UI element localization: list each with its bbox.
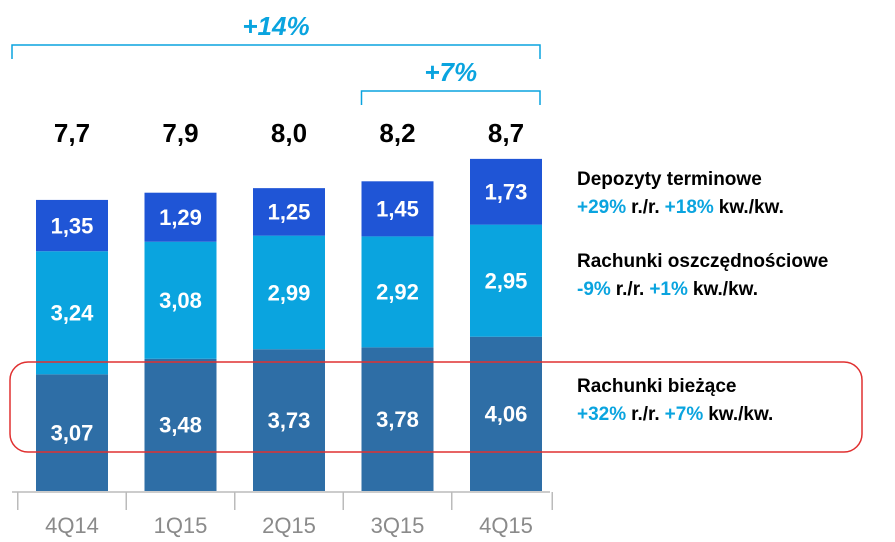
annotation-label: +14% [242, 11, 309, 41]
bar-segment [144, 241, 217, 359]
legend-change: +32% r./r. +7% kw./kw. [577, 404, 773, 425]
bar-segment [253, 188, 325, 236]
legend-change: +29% r./r. +18% kw./kw. [577, 197, 784, 218]
bar-segment [36, 251, 108, 375]
legend-name: Rachunki bieżące [577, 376, 736, 397]
change-yoy: +32% [577, 404, 626, 425]
segment-label: 1,73 [485, 180, 528, 205]
bar-segment [470, 224, 542, 337]
segment-label: 3,48 [159, 413, 202, 438]
bar-segment [144, 358, 217, 491]
segment-label: 2,99 [268, 280, 311, 305]
x-tick-label: 4Q14 [45, 513, 99, 538]
segment-label: 3,73 [268, 408, 311, 433]
bar-segment [36, 374, 108, 491]
bar-segment [253, 349, 325, 491]
segment-label: 1,29 [159, 205, 202, 230]
annotation-label: +7% [424, 57, 477, 87]
change-yoy: +29% [577, 197, 626, 218]
total-label: 8,7 [488, 118, 524, 148]
legend-name: Depozyty terminowe [577, 169, 762, 190]
annotation-bracket [360, 90, 541, 105]
change-qoq: +7% [665, 404, 704, 425]
segment-label: 2,95 [485, 268, 528, 293]
segment-label: 1,45 [376, 197, 419, 222]
change-yoy: -9% [577, 279, 611, 300]
bar-segment [253, 235, 325, 350]
bar-segment [144, 192, 217, 242]
period-label: r./r. [631, 197, 660, 218]
segment-label: 3,07 [51, 420, 94, 445]
period-label: kw./kw. [708, 404, 773, 425]
bar-segment [361, 347, 434, 491]
period-label: kw./kw. [693, 279, 758, 300]
legend-change: -9% r./r. +1% kw./kw. [577, 279, 758, 300]
change-qoq: +18% [665, 197, 714, 218]
period-label: r./r. [616, 279, 645, 300]
total-label: 8,0 [271, 118, 307, 148]
total-label: 7,9 [162, 118, 198, 148]
segment-label: 1,25 [268, 200, 311, 225]
highlight-box [9, 361, 863, 453]
segment-label: 3,78 [376, 407, 419, 432]
segment-label: 3,08 [159, 288, 202, 313]
segment-label: 4,06 [485, 402, 528, 427]
bar-segment [361, 181, 434, 237]
segment-label: 3,24 [51, 301, 95, 326]
change-qoq: +1% [649, 279, 688, 300]
bar-segment [470, 158, 542, 225]
annotation-bracket [11, 44, 541, 59]
segment-label: 1,35 [51, 213, 94, 238]
total-label: 7,7 [54, 118, 90, 148]
segment-label: 2,92 [376, 280, 419, 305]
period-label: r./r. [631, 404, 660, 425]
x-tick-label: 4Q15 [479, 513, 533, 538]
period-label: kw./kw. [719, 197, 784, 218]
x-tick-label: 2Q15 [262, 513, 316, 538]
bar-segment [36, 199, 108, 252]
total-label: 8,2 [379, 118, 415, 148]
x-tick-label: 3Q15 [371, 513, 425, 538]
legend-name: Rachunki oszczędnościowe [577, 251, 828, 272]
x-tick-label: 1Q15 [154, 513, 208, 538]
bar-segment [361, 236, 434, 348]
